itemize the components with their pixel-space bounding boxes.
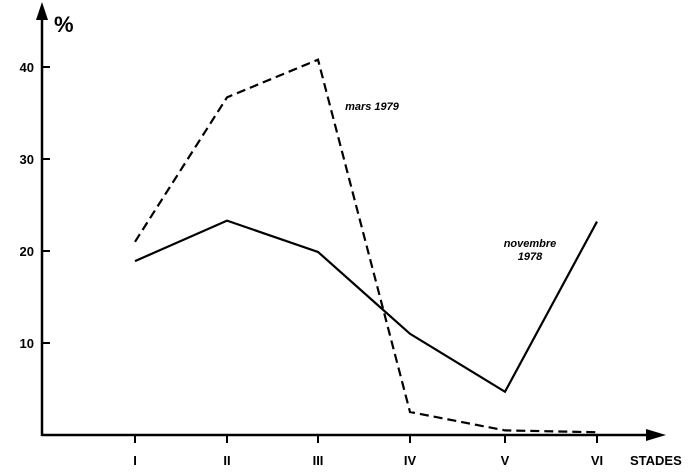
x-tick-label: V <box>501 453 510 468</box>
y-tick-label: 20 <box>20 244 34 259</box>
x-tick-label: III <box>313 453 324 468</box>
series-label: 1978 <box>518 251 543 263</box>
x-axis-label: STADES <box>630 453 682 468</box>
y-tick-label: 40 <box>20 60 34 75</box>
series-label: novembre <box>504 238 557 250</box>
x-tick-label: VI <box>591 453 603 468</box>
y-axis-arrow <box>36 2 48 20</box>
y-tick-label: 30 <box>20 152 34 167</box>
x-tick-label: I <box>133 453 137 468</box>
x-tick-label: IV <box>404 453 417 468</box>
axes: % STADES <box>36 2 682 468</box>
y-tick-label: 10 <box>20 336 34 351</box>
y-axis-label: % <box>54 12 74 37</box>
x-axis-arrow <box>646 429 666 441</box>
series-label: mars 1979 <box>345 101 400 113</box>
x-tick-label: II <box>223 453 230 468</box>
